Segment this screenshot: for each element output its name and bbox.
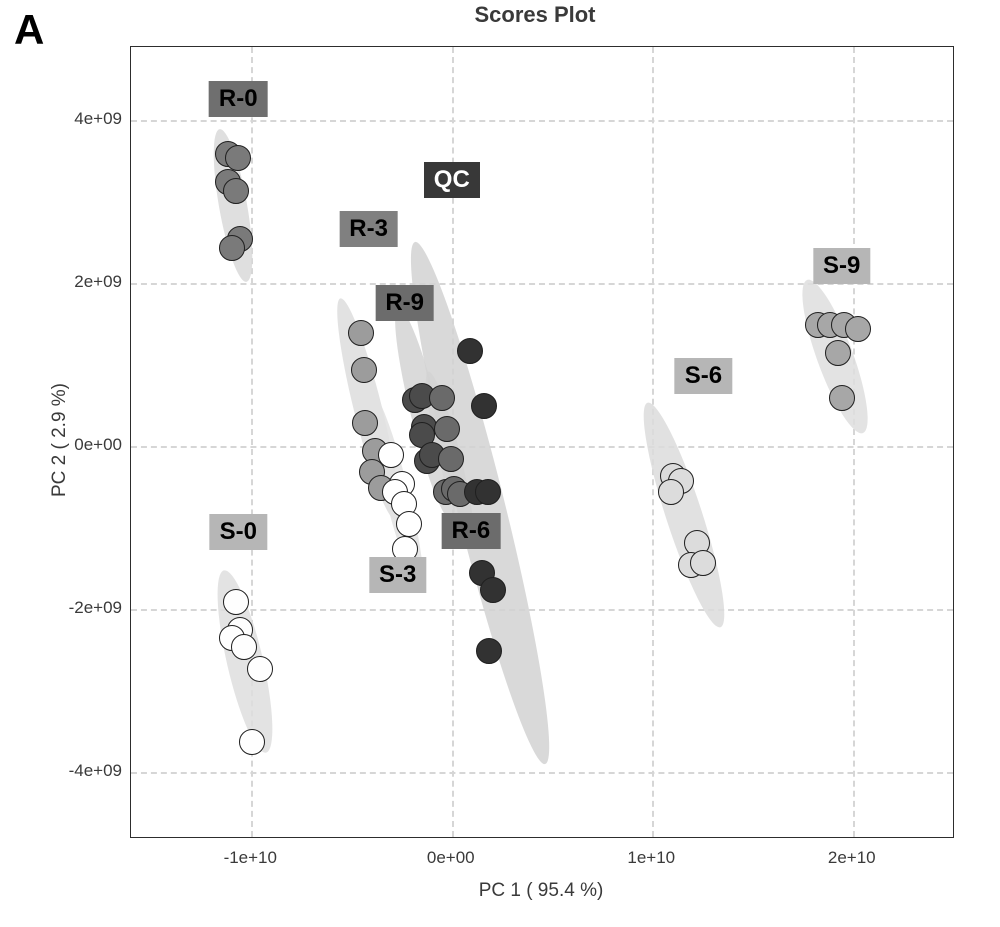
scatter-point	[239, 729, 265, 755]
gridline-h	[131, 120, 953, 122]
y-tick-label: 0e+00	[52, 435, 122, 455]
scatter-point	[429, 385, 455, 411]
scatter-point	[690, 550, 716, 576]
scatter-point	[434, 416, 460, 442]
plot-area	[130, 46, 954, 838]
group-label: R-9	[375, 285, 434, 321]
scatter-point	[247, 656, 273, 682]
group-label: QC	[424, 162, 480, 198]
y-tick-label: -2e+09	[52, 598, 122, 618]
scatter-point	[658, 479, 684, 505]
scatter-point	[845, 316, 871, 342]
gridline-h	[131, 609, 953, 611]
scatter-point	[352, 410, 378, 436]
scatter-point	[231, 634, 257, 660]
gridline-h	[131, 772, 953, 774]
scatter-point	[457, 338, 483, 364]
y-tick-label: 4e+09	[52, 109, 122, 129]
scatter-point	[223, 178, 249, 204]
scatter-point	[219, 235, 245, 261]
x-tick-label: 1e+10	[611, 848, 691, 868]
group-label: R-0	[209, 81, 268, 117]
confidence-ellipse	[631, 397, 738, 633]
gridline-v	[853, 47, 855, 837]
scatter-point	[471, 393, 497, 419]
group-label: S-9	[813, 248, 870, 284]
x-tick-label: 2e+10	[812, 848, 892, 868]
scatter-point	[480, 577, 506, 603]
group-label: R-3	[339, 211, 398, 247]
group-label: S-6	[675, 358, 732, 394]
scatter-point	[476, 638, 502, 664]
scatter-point	[825, 340, 851, 366]
panel-letter: A	[14, 6, 44, 54]
chart-title: Scores Plot	[435, 2, 635, 28]
group-label: S-3	[369, 557, 426, 593]
scatter-point	[396, 511, 422, 537]
scatter-point	[351, 357, 377, 383]
scatter-point	[378, 442, 404, 468]
scatter-point	[348, 320, 374, 346]
x-tick-label: -1e+10	[210, 848, 290, 868]
figure: A Scores Plot PC 1 ( 95.4 %) PC 2 ( 2.9 …	[0, 0, 1000, 927]
scatter-point	[438, 446, 464, 472]
group-label: S-0	[210, 514, 267, 550]
gridline-h	[131, 446, 953, 448]
x-tick-label: 0e+00	[411, 848, 491, 868]
scatter-point	[475, 479, 501, 505]
y-tick-label: 2e+09	[52, 272, 122, 292]
scatter-point	[225, 145, 251, 171]
x-axis-label: PC 1 ( 95.4 %)	[441, 880, 641, 902]
scatter-point	[223, 589, 249, 615]
group-label: R-6	[441, 513, 500, 549]
y-tick-label: -4e+09	[52, 761, 122, 781]
scatter-point	[829, 385, 855, 411]
